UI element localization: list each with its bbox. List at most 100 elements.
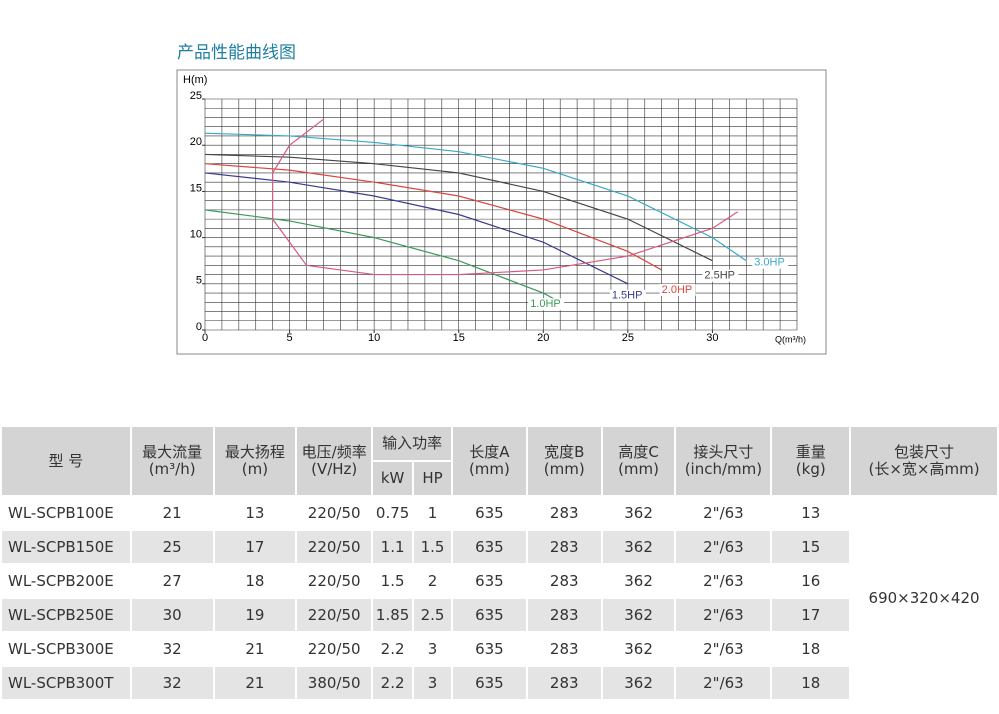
x-tick-label: 5: [287, 332, 293, 344]
header-cell: 最大流量 (m³/h): [129, 425, 215, 497]
header-text: 长度A: [469, 443, 510, 461]
package-cell: 690×320×420: [849, 495, 999, 701]
table-cell: 283: [525, 495, 603, 531]
table-cell: 2"/63: [674, 597, 773, 633]
table-cell: 30: [129, 597, 215, 633]
table-cell: 362: [600, 597, 677, 633]
table-cell: 362: [600, 563, 677, 599]
chart-title: 产品性能曲线图: [177, 43, 296, 63]
header-text: 宽度B: [544, 443, 585, 461]
table-cell: 220/50: [295, 495, 374, 531]
y-tick-label: 15: [190, 182, 202, 194]
y-tick-label: 25: [190, 90, 202, 102]
header-text: (mm): [543, 460, 585, 478]
header-cell: 最大扬程 (m): [212, 425, 298, 497]
table-cell: WL-SCPB150E: [0, 529, 132, 565]
table-cell: 1.5: [371, 563, 415, 599]
table-cell: 2"/63: [674, 631, 773, 667]
y-axis-label: H(m): [183, 74, 207, 86]
label-box: [702, 269, 739, 282]
table-cell: 17: [770, 597, 852, 633]
table-cell: 380/50: [295, 665, 374, 701]
table-cell: 2"/63: [674, 563, 773, 599]
label-box: [752, 256, 789, 269]
table-cell: 2"/63: [674, 529, 773, 565]
table-cell: 32: [129, 631, 215, 667]
header-cell: 输入功率: [371, 425, 454, 462]
table-cell: 1.1: [371, 529, 415, 565]
header-text: kW: [380, 469, 405, 487]
header-text: (kg): [795, 460, 826, 478]
header-text: 重量: [795, 443, 826, 461]
series-label: 2.5HP: [704, 270, 735, 282]
x-tick-label: 0: [202, 332, 208, 344]
table-cell: 283: [525, 597, 603, 633]
table-cell: 15: [770, 529, 852, 565]
table-cell: 362: [600, 665, 677, 701]
header-cell: 电压/频率 (V/Hz): [295, 425, 374, 497]
y-tick-label: 10: [190, 229, 202, 241]
chart-frame: [176, 69, 827, 355]
header-text: (长×宽×高mm): [868, 460, 980, 478]
table-cell: 220/50: [295, 631, 374, 667]
x-tick-label: 30: [706, 332, 718, 344]
table-cell: 283: [525, 631, 603, 667]
y-tick-label: 0: [196, 321, 202, 333]
table-cell: 635: [451, 563, 528, 599]
header-cell: 接头尺寸 (inch/mm): [674, 425, 773, 497]
table-cell: WL-SCPB100E: [0, 495, 132, 531]
table-cell: 283: [525, 529, 603, 565]
curve: [204, 163, 662, 271]
header-cell: HP: [412, 460, 454, 497]
table-cell: 1: [412, 495, 454, 531]
header-text: 高度C: [618, 443, 659, 461]
table-cell: 2.5: [412, 597, 454, 633]
table-cell: 13: [212, 495, 298, 531]
x-tick-label: 25: [622, 332, 634, 344]
table-cell: 635: [451, 529, 528, 565]
table-cell: 362: [600, 495, 677, 531]
header-cell: 长度A (mm): [451, 425, 528, 497]
header-text: 接头尺寸: [693, 443, 754, 461]
table-cell: 18: [212, 563, 298, 599]
table-cell: 21: [212, 631, 298, 667]
table-cell: 27: [129, 563, 215, 599]
table-cell: 283: [525, 665, 603, 701]
table-cell: 18: [770, 631, 852, 667]
spec-table: 型 号最大流量 (m³/h) 最大扬程 (m) 电压/频率 (V/Hz) 输入功率 长度A (m…: [0, 425, 999, 701]
x-axis-label: Q(m³/h): [775, 334, 806, 344]
table-cell: 18: [770, 665, 852, 701]
header-cell: 包装尺寸 (长×宽×高mm): [849, 425, 999, 497]
table-cell: 16: [770, 563, 852, 599]
table-cell: 21: [212, 665, 298, 701]
table-cell: WL-SCPB200E: [0, 563, 132, 599]
table-cell: 25: [129, 529, 215, 565]
header-text: 输入功率: [382, 434, 443, 452]
header-text: 电压/频率: [301, 443, 367, 461]
table-cell: 3: [412, 631, 454, 667]
table-cell: 635: [451, 665, 528, 701]
table-cell: 220/50: [295, 529, 374, 565]
table-cell: 2: [412, 563, 454, 599]
curve: [204, 153, 713, 262]
curve: [272, 118, 739, 276]
header-text: (mm): [618, 460, 660, 478]
table-cell: WL-SCPB300T: [0, 665, 132, 701]
table-cell: 19: [212, 597, 298, 633]
table-cell: 635: [451, 495, 528, 531]
table-cell: WL-SCPB250E: [0, 597, 132, 633]
table-cell: 17: [212, 529, 298, 565]
table-cell: 2.2: [371, 665, 415, 701]
table-cell: 283: [525, 563, 603, 599]
series-label: 3.0HP: [754, 257, 785, 269]
header-cell: 型 号: [0, 425, 132, 497]
table-cell: 635: [451, 597, 528, 633]
table-cell: 21: [129, 495, 215, 531]
series-label: 1.5HP: [612, 290, 643, 302]
header-text: 最大扬程: [224, 443, 285, 461]
table-cell: 220/50: [295, 597, 374, 633]
series-label: 1.0HP: [530, 298, 561, 310]
header-text: (inch/mm): [684, 460, 763, 478]
table-cell: 3: [412, 665, 454, 701]
table-cell: 362: [600, 529, 677, 565]
